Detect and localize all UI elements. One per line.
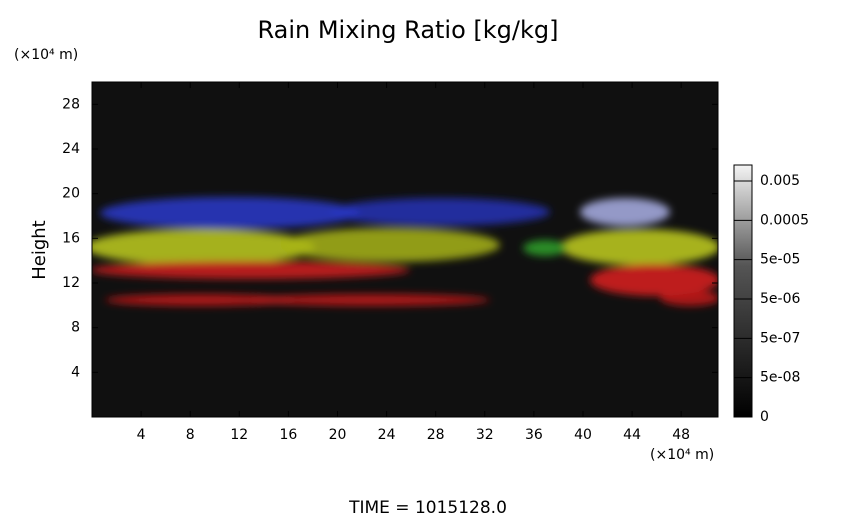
footer-time: TIME = 1015128.0 [348,498,507,518]
y-tick-label: 12 [62,275,80,291]
x-tick-label: 48 [672,427,690,443]
x-unit: (×10⁴ m) [650,447,714,463]
y-tick-label: 24 [62,141,80,157]
y-tick-label: 16 [62,230,80,246]
chart-title: Rain Mixing Ratio [kg/kg] [257,16,558,44]
x-tick-label: 4 [137,427,146,443]
colorbar-tick-label: 5e-07 [760,330,800,346]
x-tick-label: 12 [230,427,248,443]
y-axis-label: Height [29,220,50,280]
volume-render [92,197,718,306]
colorbar-tick-label: 5e-08 [760,370,800,386]
y-tick-label: 28 [62,96,80,112]
colorbar-tick-label: 0 [760,409,769,425]
y-unit: (×10⁴ m) [14,47,78,63]
colorbar-tick-label: 5e-06 [760,291,800,307]
axes: 4 8 12 16 20 24 28 32 36 40 44 4848121620242805e-08… [62,82,809,443]
colorbar-tick-label: 0.0005 [760,212,809,228]
x-tick-label: 16 [279,427,297,443]
x-tick-label: 36 [525,427,543,443]
y-tick-label: 4 [71,364,80,380]
x-tick-label: 40 [574,427,592,443]
y-tick-label: 8 [71,320,80,336]
colorbar [733,164,753,418]
x-tick-label: 44 [623,427,641,443]
y-tick-label: 20 [62,186,80,202]
x-tick-label: 8 [186,427,195,443]
x-tick-label: 32 [476,427,494,443]
x-tick-label: 28 [427,427,445,443]
x-tick-label: 20 [329,427,347,443]
x-tick-label: 24 [378,427,396,443]
colorbar-tick-label: 5e-05 [760,252,800,268]
plot-frame [91,81,719,418]
colorbar-tick-label: 0.005 [760,173,800,189]
